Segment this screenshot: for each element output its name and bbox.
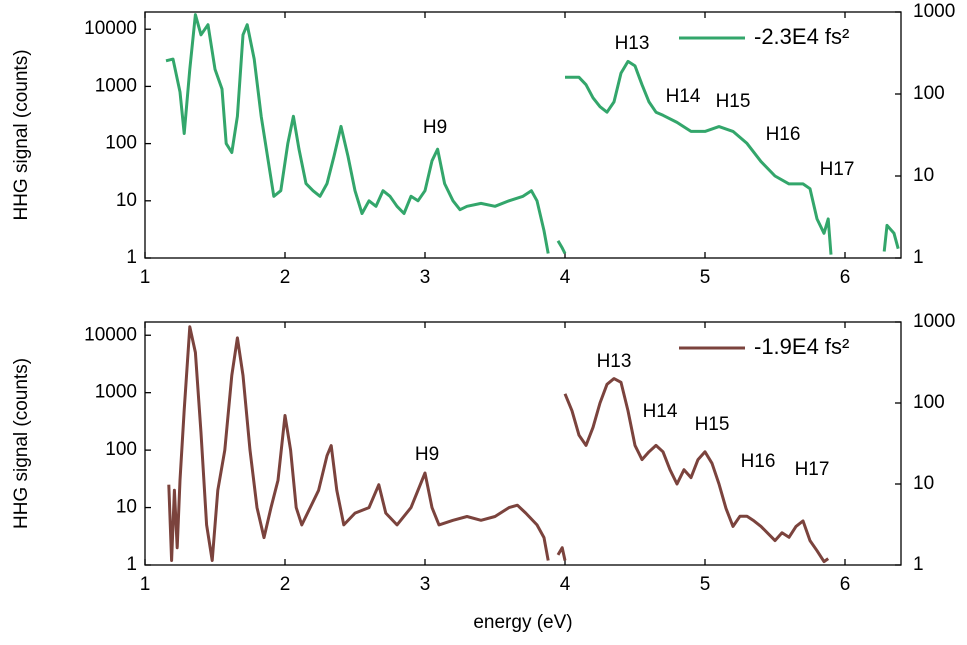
x-tick-label: 3 [420,267,431,288]
x-tick-label: 5 [700,574,711,595]
annotation: H17 [795,459,830,480]
x-tick-label: 6 [840,574,851,595]
y2-tick-label: 1 [913,554,924,575]
annotation: H16 [741,451,776,472]
y-tick-label: 100 [105,439,137,460]
y-axis-label: HHG signal (counts) [11,49,32,220]
y2-tick-label: 1000 [913,311,955,332]
y2-tick-label: 100 [913,392,945,413]
annotation: H9 [415,444,439,465]
y-tick-label: 10000 [84,18,137,39]
annotation: H16 [766,124,801,145]
y2-tick-label: 10 [913,473,934,494]
annotation: H17 [820,159,855,180]
legend-label: -1.9E4 fs² [754,334,849,359]
data-line [565,59,900,255]
data-line [167,325,567,562]
legend-label: -2.3E4 fs² [754,24,849,49]
annotation: H14 [643,401,678,422]
plot-frame [144,11,902,259]
y-tick-label: 1 [126,247,137,268]
annotation: H15 [716,91,751,112]
x-tick-label: 4 [560,267,571,288]
x-tick-label: 5 [700,267,711,288]
data-line [165,13,567,255]
y2-tick-label: 100 [913,83,945,104]
annotation: H13 [597,351,632,372]
y-tick-label: 1000 [95,75,137,96]
annotation: H15 [695,414,730,435]
y-tick-label: 1 [126,554,137,575]
x-tick-label: 4 [560,574,571,595]
x-tick-label: 2 [280,574,291,595]
data-line [563,377,830,564]
y-tick-label: 10 [116,190,137,211]
y2-tick-label: 1000 [913,1,955,22]
y-tick-label: 100 [105,133,137,154]
x-tick-label: 2 [280,267,291,288]
y-axis-label: HHG signal (counts) [11,358,32,529]
y2-tick-label: 10 [913,165,934,186]
x-tick-label: 1 [140,574,151,595]
y2-tick-label: 1 [913,247,924,268]
y-tick-label: 10000 [84,324,137,345]
x-tick-label: 6 [840,267,851,288]
y-tick-label: 10 [116,497,137,518]
annotation: H14 [666,86,701,107]
x-axis-label: energy (eV) [473,612,572,633]
annotation: H13 [615,33,650,54]
annotation: H9 [423,117,447,138]
x-tick-label: 1 [140,267,151,288]
y-tick-label: 1000 [95,382,137,403]
plot-frame [144,321,902,566]
x-tick-label: 3 [420,574,431,595]
